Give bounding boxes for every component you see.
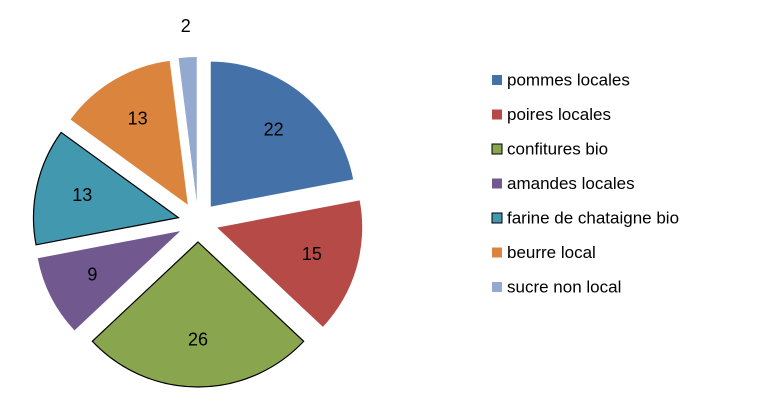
legend-swatch <box>491 143 503 155</box>
pie-slice <box>70 60 188 205</box>
pie-slice <box>37 231 181 331</box>
legend-label: poires locales <box>507 105 611 124</box>
pie-slice <box>32 131 180 246</box>
legend-swatch <box>492 282 502 292</box>
pie-slice <box>91 241 305 388</box>
legend-label: beurre local <box>507 243 596 262</box>
pie-slice <box>178 57 197 203</box>
data-label: 22 <box>264 119 284 139</box>
data-label: 15 <box>302 244 322 264</box>
legend-label: amandes locales <box>507 174 635 193</box>
data-label: 9 <box>87 265 97 285</box>
legend-swatch <box>491 212 503 224</box>
data-label: 26 <box>188 329 208 349</box>
legend-label: pommes locales <box>507 70 630 89</box>
legend-swatch <box>492 109 502 120</box>
legend-swatch <box>492 247 502 258</box>
pie-slice <box>210 61 354 207</box>
data-label: 2 <box>181 16 191 36</box>
pie-slice <box>217 200 363 327</box>
data-label: 13 <box>128 109 148 129</box>
legend-swatch <box>492 75 502 85</box>
legend-label: confitures bio <box>507 139 608 158</box>
data-label: 13 <box>72 185 92 205</box>
legend-label: sucre non local <box>507 277 621 296</box>
legend-swatch <box>492 178 502 189</box>
legend-label: farine de chataigne bio <box>507 208 679 227</box>
